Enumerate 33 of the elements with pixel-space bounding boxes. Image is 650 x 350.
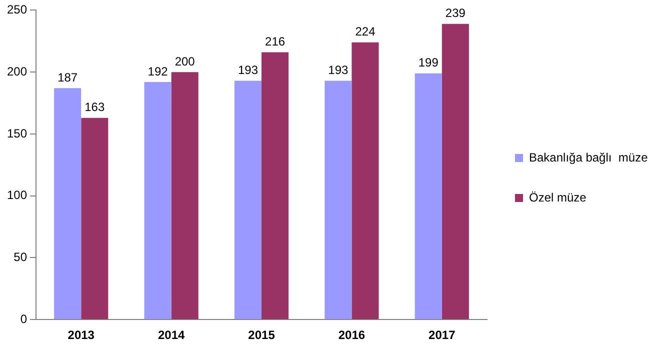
data-label: 199 (418, 56, 439, 70)
legend-label: Bakanlığa bağlı müze (529, 150, 648, 164)
data-label: 163 (84, 100, 105, 114)
y-tick-label: 150 (6, 126, 28, 140)
x-tick-label: 2015 (248, 328, 276, 342)
x-tick-label: 2016 (338, 328, 366, 342)
data-label: 193 (238, 63, 258, 78)
bar (234, 80, 262, 320)
y-tick-label: 0 (20, 312, 28, 326)
bar (352, 42, 379, 320)
data-label: 224 (355, 24, 376, 39)
x-tick-label: 2013 (68, 328, 95, 342)
bar (442, 24, 469, 320)
bar (414, 73, 442, 320)
bar (324, 80, 352, 320)
bar (54, 88, 82, 320)
y-tick-label: 250 (6, 2, 28, 17)
bar (81, 118, 108, 320)
y-tick-label: 200 (6, 64, 28, 78)
data-label: 192 (148, 64, 168, 78)
bar (171, 72, 198, 320)
legend-label: Özel müze (529, 190, 587, 204)
data-label: 239 (445, 6, 466, 20)
data-label: 187 (58, 70, 78, 84)
y-tick-label: 50 (14, 250, 28, 264)
y-tick-label: 100 (6, 188, 28, 202)
data-label: 193 (328, 63, 349, 78)
data-label: 200 (174, 54, 196, 68)
x-tick-label: 2017 (428, 328, 456, 342)
data-label: 216 (265, 34, 286, 49)
bar (262, 52, 289, 320)
bar (144, 82, 172, 320)
x-tick-label: 2014 (158, 328, 185, 342)
